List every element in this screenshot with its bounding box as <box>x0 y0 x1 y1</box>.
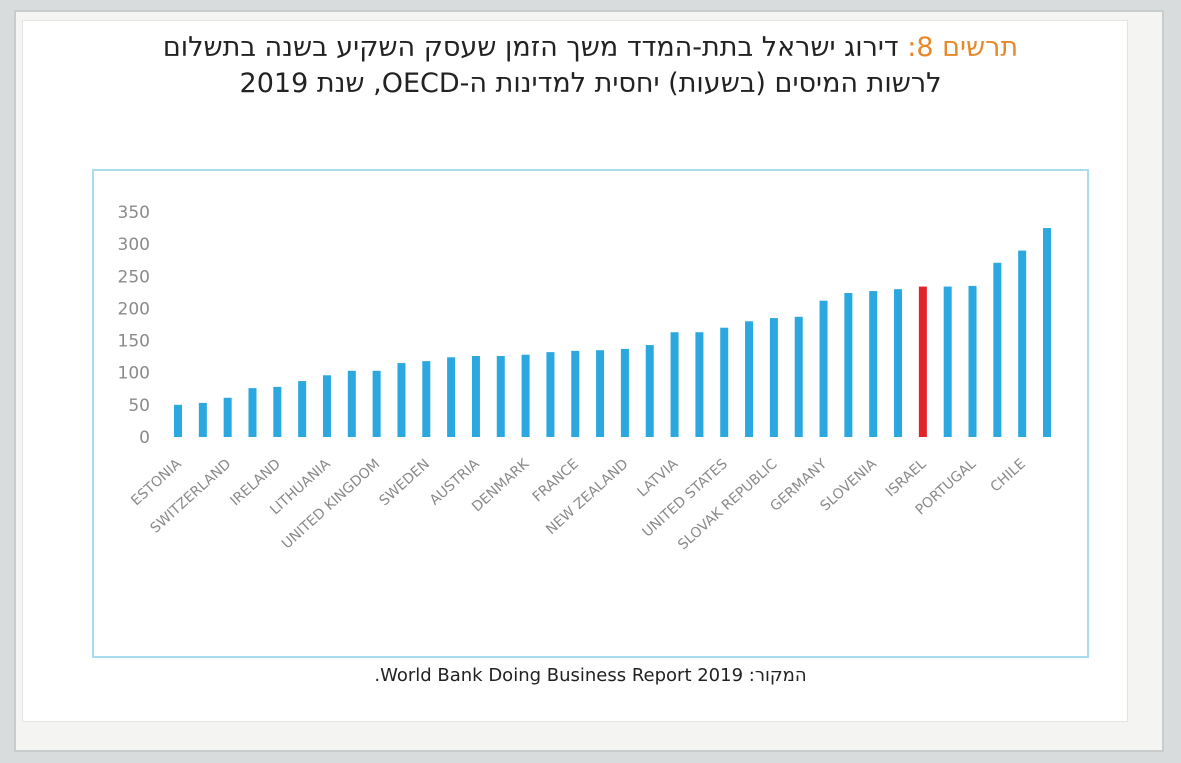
bar <box>894 289 903 437</box>
bar <box>273 386 282 437</box>
bar <box>1043 228 1051 437</box>
bar <box>645 345 654 437</box>
bar <box>720 327 729 437</box>
bar <box>422 361 431 437</box>
plot-frame <box>92 169 1089 658</box>
bar <box>596 350 605 437</box>
title-line: תרשים 8: דירוג ישראל בתת-המדד משך הזמן ש… <box>0 30 1181 66</box>
bar <box>1018 250 1027 437</box>
y-tick-label: 150 <box>118 332 150 352</box>
y-tick-label: 50 <box>128 396 150 416</box>
bar <box>198 402 207 437</box>
y-tick-label: 0 <box>139 428 150 448</box>
title-block: תרשים 8: דירוג ישראל בתת-המדד משך הזמן ש… <box>0 30 1181 102</box>
y-tick-label: 350 <box>118 203 150 223</box>
bar <box>869 291 878 437</box>
bar <box>918 286 927 437</box>
x-tick-label: ISRAEL <box>883 456 930 500</box>
bar <box>620 348 629 437</box>
bar <box>968 285 977 437</box>
bar <box>248 388 257 437</box>
chart-subtitle: לרשות המיסים (בשעות) יחסית למדינות ה-OEC… <box>239 68 942 99</box>
bar <box>521 354 530 437</box>
y-tick-label: 300 <box>118 235 150 255</box>
bar <box>670 332 679 437</box>
x-tick-label: LATVIA <box>635 456 682 501</box>
bar <box>447 357 456 437</box>
bar <box>695 332 704 437</box>
y-tick-label: 100 <box>118 364 150 384</box>
x-tick-label: CHILE <box>988 456 1029 495</box>
y-tick-label: 200 <box>118 299 150 319</box>
bar <box>571 350 580 437</box>
bar <box>397 363 406 437</box>
bar <box>819 300 828 437</box>
bar <box>223 397 232 437</box>
bar <box>844 293 853 437</box>
bar <box>943 286 952 437</box>
bar <box>993 262 1002 437</box>
bar <box>546 352 555 437</box>
bar <box>769 318 778 437</box>
bar <box>471 356 480 437</box>
bar <box>496 356 505 437</box>
y-tick-label: 250 <box>118 267 150 287</box>
bar <box>347 370 356 437</box>
x-tick-label: UNITED STATES <box>639 456 730 541</box>
x-tick-label: UNITED KINGDOM <box>279 456 383 552</box>
bar <box>322 375 331 437</box>
chart-title: דירוג ישראל בתת-המדד משך הזמן שעסק השקיע… <box>162 32 899 63</box>
bar <box>794 316 803 437</box>
bar <box>298 381 307 437</box>
bar <box>745 321 754 437</box>
bar <box>372 370 381 437</box>
figure-label: תרשים 8: <box>907 32 1019 63</box>
x-tick-label: SWEDEN <box>376 456 433 509</box>
bar <box>174 404 182 437</box>
source: המקור: World Bank Doing Business Report … <box>374 665 807 686</box>
